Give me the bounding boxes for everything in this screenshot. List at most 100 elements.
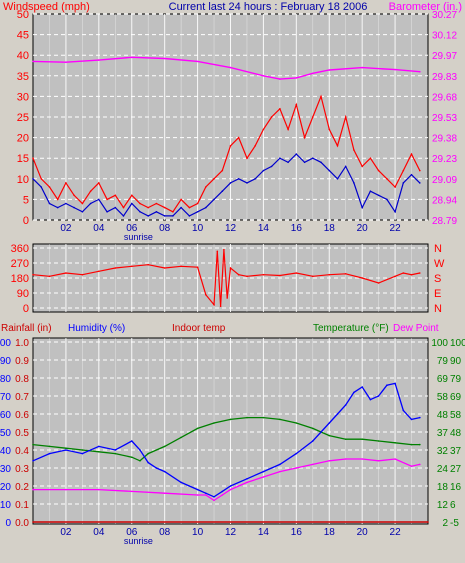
x-tick-label: 06 [126,527,138,538]
humidity-line-point [205,492,207,495]
gust-line-point [312,157,314,159]
x-tick-label: 14 [258,223,270,234]
temperature-line-point [81,449,84,451]
temperature-line-point [229,418,232,421]
dewpoint-line-point [131,490,133,493]
gust-line-point [419,182,421,184]
windspeed-line-point [377,169,380,172]
wind-tick-label: 10 [17,174,29,186]
x-tick-label: 16 [291,223,303,234]
baro-tick-label: 29.53 [432,113,457,124]
humidity-axis-title: Humidity (%) [68,323,125,334]
gust-line-point [287,161,289,164]
humidity-line-point [312,440,314,442]
direction-line-point [131,265,133,268]
rain-tick-label: 0.8 [15,374,29,385]
direction-line-point [246,275,248,278]
gust-line-point [402,182,405,184]
baro-tick-label: 29.23 [432,154,457,165]
direction-tick-label: 90 [17,288,29,300]
humidity-line-point [98,445,100,448]
direction-tick-label: 360 [11,243,29,255]
windspeed-line-point [328,128,331,131]
temperature-line-point [131,456,133,459]
dewpoint-line-point [344,458,347,460]
humidity-line-point [114,449,117,451]
direction-line-point [229,267,232,269]
humidity-tick-label: 60 [0,410,11,421]
windspeed-line-point [254,145,256,147]
direction-line-point [196,266,199,269]
humidity-tick-label: 90 [0,356,11,367]
temp-tick-label: 18 [437,482,449,493]
humidity-tick-label: 50 [0,428,11,439]
humidity-line-point [353,391,355,394]
windspeed-line-point [386,178,388,180]
humidity-line-point [361,386,364,388]
windspeed-line-point [163,206,166,209]
gust-line-point [254,178,256,180]
dewpoint-line-point [213,499,215,502]
humidity-line-point [377,395,380,397]
x-tick-label: 04 [93,223,105,234]
temperature-line-point [139,460,141,462]
temperature-line-point [279,418,281,421]
gust-line-point [262,169,265,172]
direction-letter: E [434,288,441,300]
windspeed-line-point [106,198,108,201]
windspeed-axis-title: Windspeed (mph) [3,1,90,13]
barometer-line-point [131,56,133,59]
windspeed-line-point [172,211,174,213]
barometer-line-point [196,60,199,63]
direction-line [32,249,420,307]
baro-tick-label: 28.94 [432,195,457,206]
dewpoint-axis-title: Dew Point [393,323,439,334]
humidity-line-point [336,413,339,415]
windspeed-line-point [246,157,248,159]
temperature-line-point [48,445,51,448]
baro-tick-label: 29.09 [432,175,457,186]
temp-tick-label: 12 [437,500,449,511]
windspeed-line-point [279,108,281,110]
direction-line-point [410,273,413,276]
gust-line-point [40,186,42,188]
temperature-line-point [147,452,149,455]
gust-line-point [336,178,339,180]
gust-line-point [139,211,141,213]
baro-tick-label: 28.79 [432,216,457,227]
temperature-line-point [98,451,100,453]
humidity-line-point [180,481,182,484]
rain-tick-label: 0.2 [15,482,29,493]
humidity-tick-label: 80 [0,374,11,385]
wind-tick-label: 20 [17,133,29,145]
x-tick-label: 12 [225,527,237,538]
temp-tick-label: 37 [437,428,449,439]
windspeed-line-point [40,178,42,180]
rainfall-line-point [32,521,34,523]
windspeed-line-point [48,186,51,188]
temperature-line-point [419,443,421,446]
rain-tick-label: 0.9 [15,356,29,367]
windspeed-line-point [89,190,92,192]
temp2-tick-label: 37 [450,446,462,457]
gust-line-point [353,182,355,184]
humidity-line-point [221,490,224,493]
gust-line [32,153,421,217]
windspeed-line-point [237,136,240,139]
direction-letter: S [434,273,441,285]
wind-tick-label: 5 [23,194,29,206]
x-tick-label: 22 [390,527,402,538]
barometer-line-point [328,69,331,71]
humidity-line-point [262,470,265,473]
direction-line-point [394,275,396,278]
direction-line-point [114,267,117,269]
direction-letter: N [434,303,442,315]
dewpoint-line-point [246,481,248,484]
rain-tick-label: 0.4 [15,446,29,457]
x-tick-label: 14 [258,527,270,538]
wind-tick-label: 50 [17,9,29,21]
barometer-line-point [419,70,421,73]
humidity-line-point [196,488,199,491]
gust-line-point [172,215,174,217]
x-tick-label: 18 [324,527,336,538]
